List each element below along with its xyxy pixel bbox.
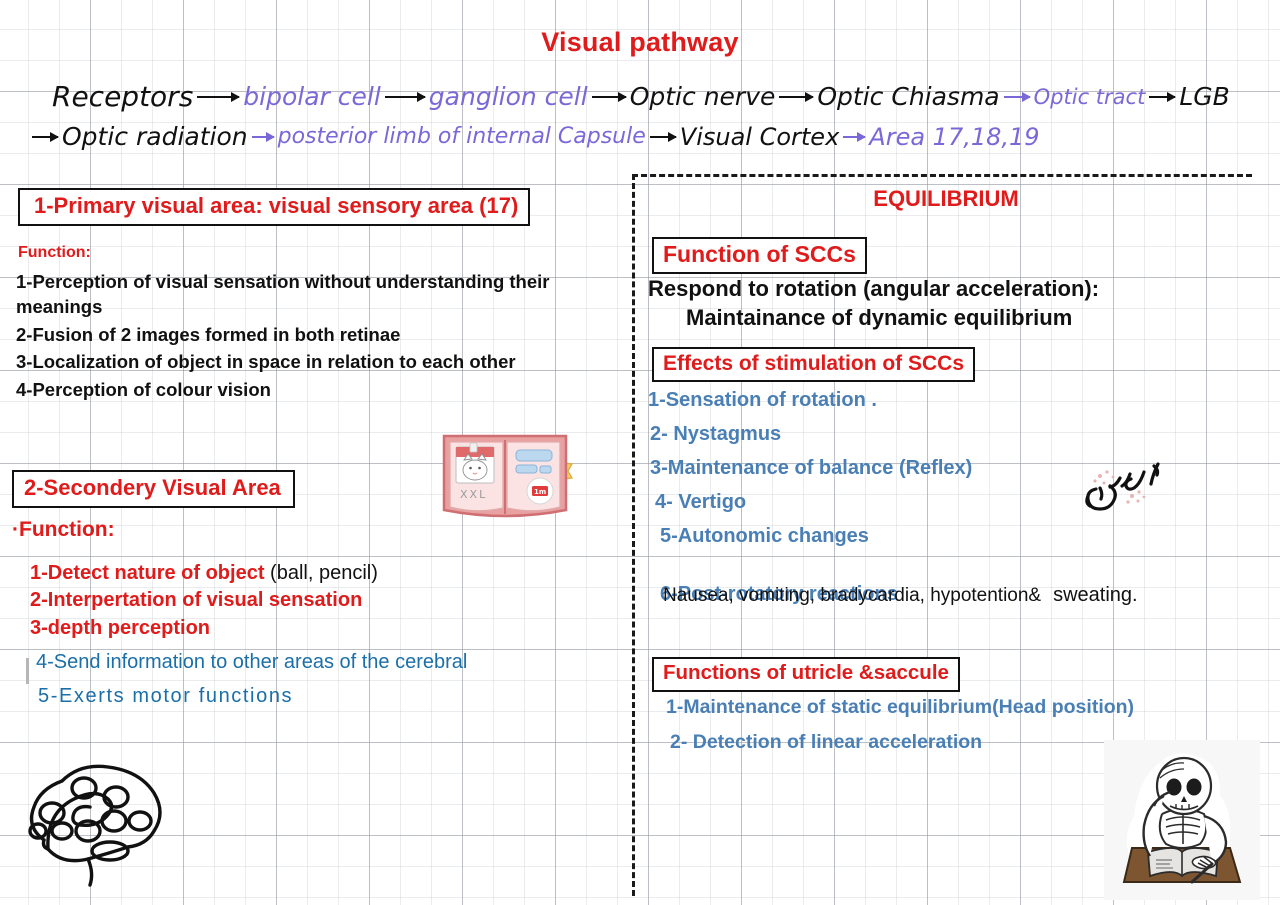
pathway-node-optic-chiasma: Optic Chiasma	[817, 82, 1000, 111]
pathway-node-optic-tract: Optic tract	[1033, 84, 1146, 109]
divider-horizontal-dashed	[632, 174, 1252, 177]
secondary-function-list: 1-Detect nature of object (ball, pencil)…	[30, 560, 630, 710]
list-item-red-part: 2-Interpertation of visual sensation	[30, 589, 363, 612]
list-item-red-part: 1-Detect nature of object	[30, 562, 265, 584]
effects-list: 1-Sensation of rotation . 2- Nystagmus 3…	[648, 390, 1248, 618]
svg-text:XXL: XXL	[460, 488, 487, 501]
primary-function-list: 1-Perception of visual sensation without…	[16, 270, 620, 406]
divider-vertical-dashed	[632, 174, 635, 896]
list-item: 6-Post-rotatory reactions	[660, 583, 898, 605]
arrow-right-icon	[649, 131, 677, 142]
primary-visual-area-heading: 1-Primary visual area: visual sensory ar…	[18, 188, 531, 226]
list-item: 2-Fusion of 2 images formed in both reti…	[16, 323, 401, 345]
list-item: 5-Autonomic changes	[660, 525, 869, 547]
list-item: 3-depth perception	[30, 615, 630, 642]
list-item: 2- Nystagmus	[650, 423, 782, 445]
arrow-right-icon	[251, 131, 275, 142]
list-item: 4-Send information to other areas of the…	[36, 651, 468, 674]
autonomic-changes-detail: Nausea, vomiting, bradycardia, hypotenti…	[663, 584, 1138, 607]
list-item: 4- Vertigo	[655, 491, 747, 513]
list-item: 1-Perception of visual sensation without…	[16, 271, 550, 317]
pathway-node-ganglion-cell: ganglion cell	[428, 82, 588, 111]
equilibrium-heading: EQUILIBRIUM	[873, 186, 1019, 211]
pathway-node-optic-radiation: Optic radiation	[62, 122, 248, 151]
list-item: 1-Sensation of rotation .	[648, 389, 877, 411]
secondary-visual-area-heading: 2-Secondery Visual Area	[12, 470, 295, 508]
arrow-right-icon	[843, 131, 867, 142]
list-item: 3-Localization of object in space in rel…	[16, 351, 516, 373]
list-item: 4-Perception of colour vision	[16, 379, 271, 401]
autonomic-detail-part-2: sweating.	[1053, 584, 1138, 606]
list-marker-bar	[26, 658, 29, 684]
open-book-sticker: XXL 1m	[436, 428, 574, 524]
respond-line-1: Respond to rotation (angular acceleratio…	[648, 276, 1100, 301]
pathway-node-optic-nerve: Optic nerve	[629, 82, 776, 111]
utricle-function-list: 1-Maintenance of static equilibrium(Head…	[666, 696, 1256, 767]
utricle-saccule-heading: Functions of utricle &saccule	[652, 657, 960, 692]
pathway-row-1: Receptors bipolar cell ganglion cell Opt…	[52, 80, 1230, 113]
list-item: 5-Exerts motor functions	[38, 684, 294, 707]
pathway-node-bipolar-cell: bipolar cell	[243, 82, 381, 111]
brain-doodle	[18, 755, 178, 890]
arrow-right-icon	[1149, 91, 1177, 102]
list-item: 1-Maintenance of static equilibrium(Head…	[666, 696, 1135, 718]
arrow-right-icon	[1003, 91, 1031, 102]
list-item: 1-Detect nature of object (ball, pencil)	[30, 560, 630, 587]
skeleton-studying-sticker	[1104, 740, 1260, 900]
arrow-right-icon	[197, 91, 241, 102]
effects-of-stimulation-heading: Effects of stimulation of SCCs	[652, 347, 976, 382]
list-item: 2- Detection of linear acceleration	[670, 730, 983, 753]
pathway-node-visual-cortex: Visual Cortex	[679, 122, 840, 151]
pathway-node-area-17-18-19: Area 17,18,19	[869, 122, 1040, 151]
pathway-node-posterior-limb: posterior limb of internal Capsule	[277, 124, 646, 149]
svg-text:1m: 1m	[534, 488, 546, 496]
arrow-right-icon	[591, 91, 627, 102]
arabic-signature	[1070, 456, 1168, 526]
pathway-node-lgb: LGB	[1179, 82, 1230, 111]
pathway-node-receptors: Receptors	[52, 80, 194, 113]
list-item-red-part: 3-depth perception	[30, 616, 211, 639]
arrow-right-icon	[779, 91, 815, 102]
respond-to-rotation-text: Respond to rotation (angular acceleratio…	[648, 274, 1248, 332]
page-title: Visual pathway	[541, 27, 739, 57]
function-of-sccs-heading: Function of SCCs	[652, 237, 867, 274]
list-item: 2-Interpertation of visual sensation	[30, 587, 630, 614]
secondary-function-label: ·Function:	[12, 518, 115, 541]
pathway-row-2: Optic radiation posterior limb of intern…	[28, 122, 1040, 151]
list-item-black-part: (ball, pencil)	[270, 562, 378, 584]
autonomic-detail-part-1: Nausea, vomiting, bradycardia, hypotenti…	[663, 585, 1042, 606]
arrow-right-icon	[32, 131, 59, 142]
arrow-right-icon	[384, 91, 426, 102]
primary-function-label: Function:	[18, 244, 91, 261]
list-item: 3-Maintenance of balance (Reflex)	[650, 457, 973, 479]
respond-line-2: Maintainance of dynamic equilibrium	[686, 305, 1073, 331]
